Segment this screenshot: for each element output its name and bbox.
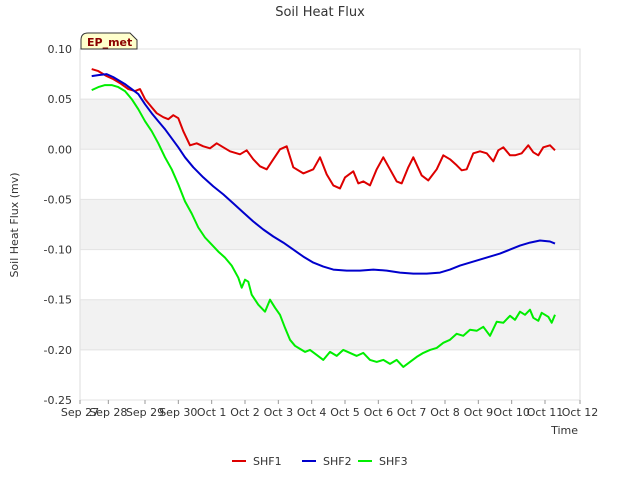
y-tick-label: -0.20 bbox=[44, 344, 72, 357]
grid-lines bbox=[80, 48, 580, 401]
plot-band bbox=[80, 99, 580, 150]
x-tick-label: Oct 4 bbox=[297, 406, 327, 419]
x-tick-label: Oct 7 bbox=[397, 406, 427, 419]
y-tick-label: 0.00 bbox=[48, 143, 73, 156]
y-axis-label: Soil Heat Flux (mv) bbox=[8, 172, 21, 277]
series-line-shf2 bbox=[91, 73, 556, 275]
x-tick-label: Oct 8 bbox=[430, 406, 460, 419]
legend: SHF1 SHF2 SHF3 bbox=[232, 455, 408, 468]
badge-label: EP_met bbox=[87, 36, 132, 49]
plot-band bbox=[80, 299, 580, 350]
x-tick-label: Oct 5 bbox=[330, 406, 360, 419]
legend-label-shf2: SHF2 bbox=[323, 455, 352, 468]
y-axis: 0.10 0.05 0.00 -0.05 -0.10 -0.15 -0.20 -0.25 bbox=[44, 43, 72, 407]
plot-bands bbox=[80, 99, 580, 350]
chart-title: Soil Heat Flux bbox=[275, 5, 365, 20]
x-tick-label: Sep 30 bbox=[159, 406, 197, 419]
y-tick-label: 0.05 bbox=[48, 93, 73, 106]
x-tick-label: Oct 10 bbox=[493, 406, 530, 419]
x-tick-label: Oct 6 bbox=[364, 406, 394, 419]
x-tick-label: Sep 27 bbox=[61, 406, 99, 419]
series-line-shf3 bbox=[91, 84, 556, 368]
x-tick-label: Oct 2 bbox=[230, 406, 260, 419]
x-axis-label: Time bbox=[550, 424, 578, 437]
plot-band bbox=[80, 199, 580, 250]
x-tick-label: Oct 11 bbox=[527, 406, 564, 419]
x-tick-label: Sep 28 bbox=[89, 406, 127, 419]
legend-label-shf3: SHF3 bbox=[379, 455, 408, 468]
x-tick-label: Oct 12 bbox=[562, 406, 599, 419]
y-tick-label: 0.10 bbox=[48, 43, 73, 56]
series-lines bbox=[91, 68, 556, 368]
series-line-shf1 bbox=[91, 68, 556, 190]
y-tick-label: -0.05 bbox=[44, 193, 72, 206]
y-tick-label: -0.10 bbox=[44, 244, 72, 257]
x-tick-label: Oct 3 bbox=[264, 406, 294, 419]
y-tick-label: -0.25 bbox=[44, 394, 72, 407]
x-tick-label: Oct 1 bbox=[197, 406, 227, 419]
legend-label-shf1: SHF1 bbox=[253, 455, 282, 468]
x-tick-label: Sep 29 bbox=[126, 406, 164, 419]
badge: EP_met bbox=[80, 32, 138, 50]
x-tick-label: Oct 9 bbox=[464, 406, 494, 419]
badge-box bbox=[80, 32, 138, 50]
y-tick-label: -0.15 bbox=[44, 294, 72, 307]
